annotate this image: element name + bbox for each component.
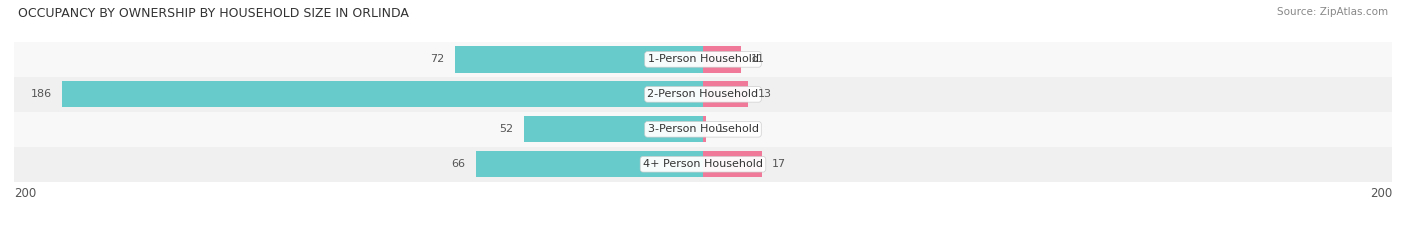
- Bar: [14, 77, 1392, 112]
- Text: 3-Person Household: 3-Person Household: [648, 124, 758, 134]
- Bar: [14, 112, 1392, 147]
- Text: OCCUPANCY BY OWNERSHIP BY HOUSEHOLD SIZE IN ORLINDA: OCCUPANCY BY OWNERSHIP BY HOUSEHOLD SIZE…: [18, 7, 409, 20]
- Bar: [703, 81, 748, 107]
- Bar: [475, 151, 703, 177]
- Text: 1-Person Household: 1-Person Household: [648, 55, 758, 64]
- Bar: [456, 46, 703, 72]
- Text: 2-Person Household: 2-Person Household: [647, 89, 759, 99]
- Text: 13: 13: [758, 89, 772, 99]
- Bar: [14, 147, 1392, 182]
- Text: 66: 66: [451, 159, 465, 169]
- Text: 1: 1: [717, 124, 724, 134]
- Text: 72: 72: [430, 55, 444, 64]
- Text: 200: 200: [1369, 187, 1392, 200]
- Text: 186: 186: [31, 89, 52, 99]
- Text: 17: 17: [772, 159, 786, 169]
- Bar: [703, 116, 706, 142]
- Text: 4+ Person Household: 4+ Person Household: [643, 159, 763, 169]
- Bar: [703, 46, 741, 72]
- Text: 200: 200: [14, 187, 37, 200]
- Text: Source: ZipAtlas.com: Source: ZipAtlas.com: [1277, 7, 1388, 17]
- Bar: [62, 81, 703, 107]
- Text: 52: 52: [499, 124, 513, 134]
- Text: 11: 11: [751, 55, 765, 64]
- Bar: [703, 151, 762, 177]
- Bar: [524, 116, 703, 142]
- Bar: [14, 42, 1392, 77]
